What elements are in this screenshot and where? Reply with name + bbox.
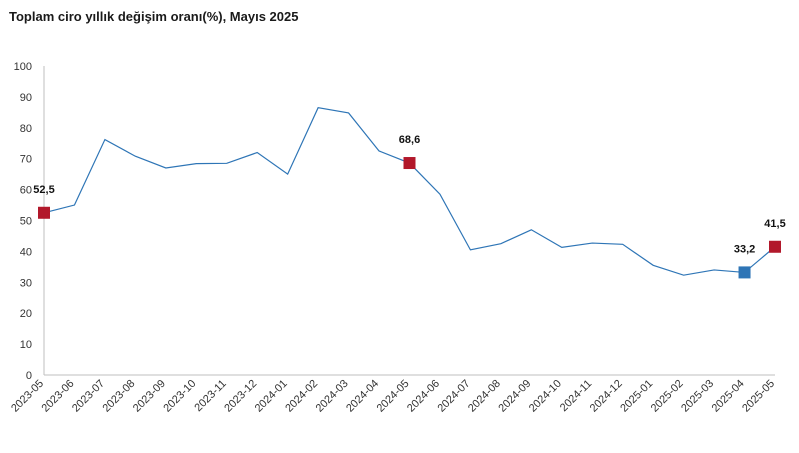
x-tick-label: 2024-06 bbox=[405, 378, 442, 415]
y-tick-label: 70 bbox=[20, 154, 32, 166]
y-tick-labels: 0 10 20 30 40 50 60 70 80 90 100 bbox=[14, 61, 32, 382]
y-tick-label: 90 bbox=[20, 92, 32, 104]
x-tick-label: 2024-12 bbox=[588, 378, 625, 415]
y-tick-label: 60 bbox=[20, 185, 32, 197]
y-tick-label: 0 bbox=[26, 370, 32, 382]
x-tick-label: 2024-07 bbox=[436, 378, 473, 415]
y-tick-label: 30 bbox=[20, 277, 32, 289]
highlight-marker bbox=[403, 157, 416, 170]
x-tick-labels: 2023-052023-062023-072023-082023-092023-… bbox=[9, 378, 777, 415]
x-tick-label: 2023-08 bbox=[100, 378, 137, 415]
highlight-marker bbox=[769, 240, 781, 253]
y-tick-label: 40 bbox=[20, 246, 32, 258]
x-tick-label: 2025-02 bbox=[649, 378, 686, 415]
series-line bbox=[43, 107, 776, 276]
marker-layer bbox=[38, 157, 781, 279]
chart-axes bbox=[43, 66, 775, 376]
data-label-layer: 52,5 68,6 33,2 41,5 bbox=[33, 134, 785, 255]
y-tick-label: 10 bbox=[20, 339, 32, 351]
x-tick-label: 2024-03 bbox=[314, 378, 351, 415]
x-tick-label: 2025-01 bbox=[618, 378, 655, 415]
x-tick-label: 2023-12 bbox=[222, 378, 259, 415]
x-tick-label: 2024-05 bbox=[375, 378, 412, 415]
y-tick-label: 100 bbox=[14, 61, 32, 73]
highlight-marker bbox=[738, 266, 751, 279]
data-label: 41,5 bbox=[764, 218, 785, 230]
x-tick-label: 2024-10 bbox=[527, 378, 564, 415]
x-tick-label: 2023-09 bbox=[131, 378, 168, 415]
x-tick-label: 2025-04 bbox=[710, 378, 747, 415]
x-tick-label: 2024-04 bbox=[344, 378, 381, 415]
highlight-marker bbox=[38, 206, 50, 219]
x-tick-label: 2024-09 bbox=[496, 378, 533, 415]
y-tick-label: 50 bbox=[20, 216, 32, 228]
data-label: 52,5 bbox=[33, 184, 54, 196]
x-tick-label: 2023-10 bbox=[161, 378, 198, 415]
series-layer bbox=[43, 107, 776, 276]
y-tick-label: 20 bbox=[20, 308, 32, 320]
chart-title: Toplam ciro yıllık değişim oranı(%), May… bbox=[9, 9, 299, 24]
y-tick-label: 80 bbox=[20, 123, 32, 135]
x-tick-label: 2024-02 bbox=[283, 378, 320, 415]
x-tick-label: 2024-08 bbox=[466, 378, 503, 415]
x-tick-label: 2025-05 bbox=[740, 378, 777, 415]
x-tick-label: 2025-03 bbox=[679, 378, 716, 415]
x-tick-label: 2023-07 bbox=[70, 378, 107, 415]
x-tick-label: 2023-05 bbox=[9, 378, 46, 415]
x-tick-label: 2023-06 bbox=[40, 378, 77, 415]
x-tick-label: 2024-01 bbox=[253, 378, 290, 415]
data-label: 33,2 bbox=[734, 243, 755, 255]
data-label: 68,6 bbox=[399, 134, 420, 146]
